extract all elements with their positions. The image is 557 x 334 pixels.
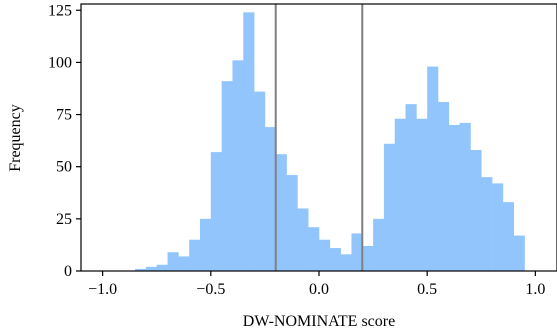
histogram-bar xyxy=(438,102,450,271)
histogram-bar xyxy=(232,60,244,271)
histogram-bar xyxy=(286,175,298,271)
histogram-bar xyxy=(200,218,212,271)
histogram-bar xyxy=(221,81,233,271)
histogram-bar xyxy=(394,118,406,271)
threshold-lines xyxy=(274,4,364,271)
x-tick-label: 0.5 xyxy=(417,281,437,298)
y-tick-label: 50 xyxy=(56,159,72,176)
histogram-bar xyxy=(145,266,158,271)
histogram-bar xyxy=(254,91,266,271)
y-tick-label: 125 xyxy=(48,2,72,19)
y-axis-ticks: 0 25 50 75 100 125 xyxy=(48,2,81,280)
histogram-bar xyxy=(178,256,190,271)
histogram-bar xyxy=(459,122,471,271)
histogram-bar xyxy=(513,235,525,271)
histogram-bar xyxy=(427,66,439,271)
histogram-bar xyxy=(156,264,168,271)
y-tick-label: 75 xyxy=(56,107,72,124)
x-axis-title: DW-NOMINATE score xyxy=(243,313,395,330)
histogram-bar xyxy=(243,12,255,271)
x-axis-ticks: −1.0 −0.5 0.0 0.5 1.0 xyxy=(88,271,545,298)
histogram-bar xyxy=(135,268,147,271)
histogram-bar xyxy=(481,177,493,271)
histogram-bar xyxy=(210,152,222,271)
histogram-bar xyxy=(340,254,352,271)
y-tick-label: 100 xyxy=(48,54,72,71)
x-tick-label: −1.0 xyxy=(88,281,117,298)
x-tick-label: 1.0 xyxy=(525,281,545,298)
histogram-bar xyxy=(383,143,396,271)
histogram-bars xyxy=(135,12,525,271)
histogram-bar xyxy=(351,233,363,271)
histogram-bar xyxy=(362,245,374,271)
y-tick-label: 25 xyxy=(56,211,72,228)
histogram-bar xyxy=(502,202,515,271)
histogram-bar xyxy=(319,239,331,271)
histogram-bar xyxy=(373,218,385,271)
histogram-bar xyxy=(470,150,482,271)
y-tick-label: 0 xyxy=(64,263,72,280)
histogram-bar xyxy=(189,239,201,271)
x-tick-label: −0.5 xyxy=(196,281,225,298)
histogram-bar xyxy=(329,248,341,271)
histogram-bar xyxy=(264,127,277,271)
histogram-bar xyxy=(448,124,460,271)
y-axis-title: Frequency xyxy=(7,104,24,172)
histogram-bar xyxy=(297,208,309,271)
histogram-bar xyxy=(167,252,179,271)
histogram-bar xyxy=(275,154,287,271)
x-tick-label: 0.0 xyxy=(309,281,329,298)
histogram-bar xyxy=(308,227,320,271)
histogram-bar xyxy=(492,183,504,271)
histogram-bar xyxy=(405,104,417,271)
histogram-bar xyxy=(416,118,428,271)
